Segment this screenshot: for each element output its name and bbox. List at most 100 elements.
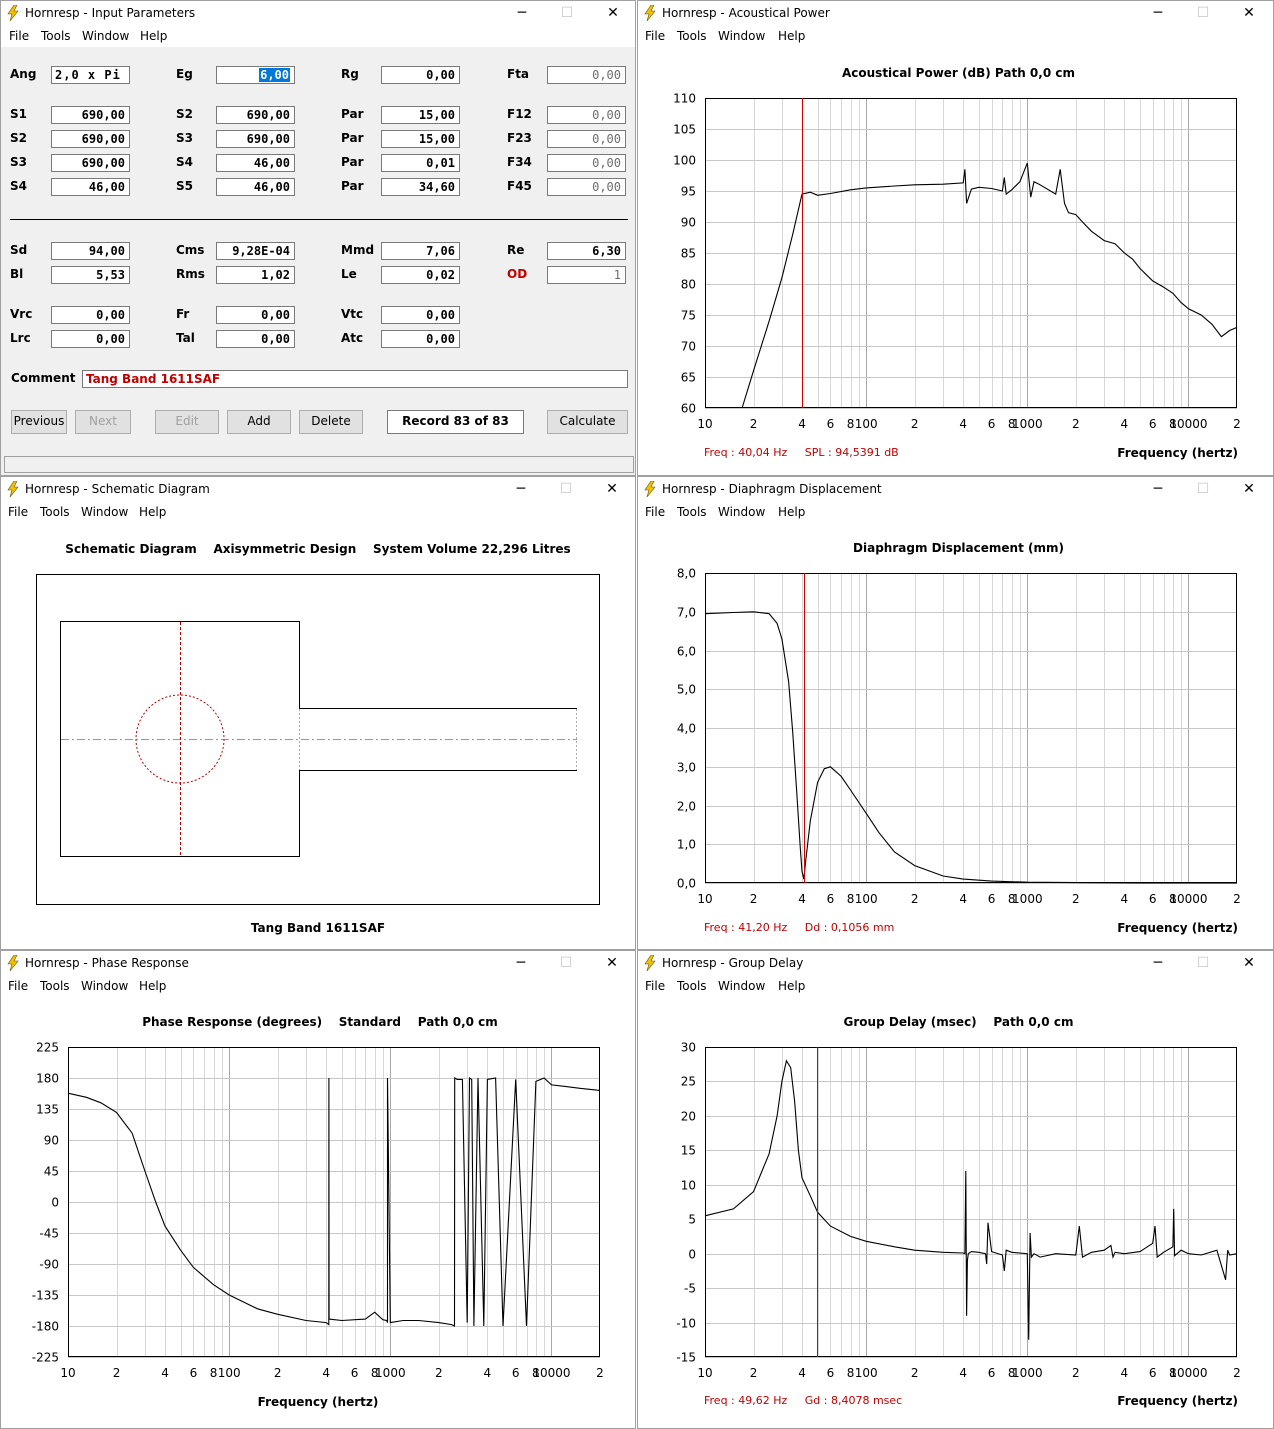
menu-tools[interactable]: Tools <box>40 979 70 993</box>
param-field-re[interactable]: 6,30 <box>547 242 626 260</box>
param-field-par[interactable]: 34,60 <box>381 178 460 196</box>
param-field-s2[interactable]: 690,00 <box>51 130 130 148</box>
y-tick-label: 105 <box>673 123 696 137</box>
previous-button[interactable]: Previous <box>11 410 67 434</box>
menu-file[interactable]: File <box>645 29 666 43</box>
close-button[interactable]: ✕ <box>606 955 618 971</box>
param-field-s1[interactable]: 690,00 <box>51 106 130 124</box>
title-bar[interactable]: Hornresp - Diaphragm Displacement ─ ☐ ✕ <box>638 477 1273 501</box>
param-field-vtc[interactable]: 0,00 <box>381 306 460 324</box>
minimize-button[interactable]: ─ <box>1153 481 1163 497</box>
param-field-od[interactable]: 1 <box>547 266 626 284</box>
param-field-f45[interactable]: 0,00 <box>547 178 626 196</box>
param-field-f23[interactable]: 0,00 <box>547 130 626 148</box>
param-field-s2[interactable]: 690,00 <box>216 106 295 124</box>
param-field-lrc[interactable]: 0,00 <box>51 330 130 348</box>
close-button[interactable]: ✕ <box>607 5 619 21</box>
close-button[interactable]: ✕ <box>1243 5 1255 21</box>
param-field-f34[interactable]: 0,00 <box>547 154 626 172</box>
maximize-button[interactable]: ☐ <box>1196 5 1210 21</box>
menu-tools[interactable]: Tools <box>40 505 70 519</box>
close-button[interactable]: ✕ <box>606 481 618 497</box>
menu-help[interactable]: Help <box>140 29 168 43</box>
y-tick-label: 90 <box>44 1134 59 1148</box>
param-field-s5[interactable]: 46,00 <box>216 178 295 196</box>
maximize-button[interactable]: ☐ <box>559 481 573 497</box>
menu-help[interactable]: Help <box>778 29 806 43</box>
diaphragm-displacement-chart[interactable]: 0,01,02,03,04,05,06,07,08,010 2 4 6 8 100 2 4 6 8… <box>638 523 1273 933</box>
schematic-diagram <box>36 574 600 905</box>
param-field-cms[interactable]: 9,28E-04 <box>216 242 295 260</box>
title-bar[interactable]: Hornresp - Input Parameters ─ ☐ ✕ <box>1 1 635 25</box>
param-field-rms[interactable]: 1,02 <box>216 266 295 284</box>
param-field-s3[interactable]: 690,00 <box>51 154 130 172</box>
close-button[interactable]: ✕ <box>1243 955 1255 971</box>
minimize-button[interactable]: ─ <box>1153 5 1163 21</box>
param-field-atc[interactable]: 0,00 <box>381 330 460 348</box>
maximize-button[interactable]: ☐ <box>1196 955 1210 971</box>
menu-window[interactable]: Window <box>718 979 766 993</box>
menu-bar: File Tools Window Help <box>638 25 1273 47</box>
menu-tools[interactable]: Tools <box>677 29 707 43</box>
delete-button[interactable]: Delete <box>299 410 363 434</box>
param-field-s4[interactable]: 46,00 <box>51 178 130 196</box>
param-field-s3[interactable]: 690,00 <box>216 130 295 148</box>
menu-tools[interactable]: Tools <box>677 505 707 519</box>
menu-help[interactable]: Help <box>139 505 167 519</box>
menu-window[interactable]: Window <box>81 505 129 519</box>
menu-help[interactable]: Help <box>139 979 167 993</box>
param-field-par[interactable]: 15,00 <box>381 130 460 148</box>
param-field-bl[interactable]: 5,53 <box>51 266 130 284</box>
x-tick-label: 2 <box>750 892 758 906</box>
menu-window[interactable]: Window <box>81 979 129 993</box>
param-field-tal[interactable]: 0,00 <box>216 330 295 348</box>
param-field-par[interactable]: 15,00 <box>381 106 460 124</box>
maximize-button[interactable]: ☐ <box>560 5 574 21</box>
menu-file[interactable]: File <box>8 505 29 519</box>
maximize-button[interactable]: ☐ <box>559 955 573 971</box>
menu-tools[interactable]: Tools <box>677 979 707 993</box>
comment-field[interactable]: Tang Band 1611SAF <box>82 370 628 388</box>
title-bar[interactable]: Hornresp - Schematic Diagram ─ ☐ ✕ <box>1 477 635 501</box>
minimize-button[interactable]: ─ <box>516 955 526 971</box>
menu-file[interactable]: File <box>8 979 29 993</box>
maximize-button[interactable]: ☐ <box>1196 481 1210 497</box>
param-field-par[interactable]: 0,01 <box>381 154 460 172</box>
param-field-vrc[interactable]: 0,00 <box>51 306 130 324</box>
param-field-fr[interactable]: 0,00 <box>216 306 295 324</box>
param-label-f23: F23 <box>507 131 532 145</box>
menu-help[interactable]: Help <box>778 979 806 993</box>
param-field-mmd[interactable]: 7,06 <box>381 242 460 260</box>
menu-help[interactable]: Help <box>778 505 806 519</box>
param-field-eg[interactable]: 6,00 <box>216 66 295 84</box>
menu-window[interactable]: Window <box>718 505 766 519</box>
x-tick-label: 8 <box>847 417 855 431</box>
menu-file[interactable]: File <box>645 505 666 519</box>
minimize-button[interactable]: ─ <box>517 5 527 21</box>
menu-file[interactable]: File <box>645 979 666 993</box>
next-button[interactable]: Next <box>75 410 131 434</box>
param-field-fta[interactable]: 0,00 <box>547 66 626 84</box>
title-bar[interactable]: Hornresp - Group Delay ─ ☐ ✕ <box>638 951 1273 975</box>
title-bar[interactable]: Hornresp - Acoustical Power ─ ☐ ✕ <box>638 1 1273 25</box>
add-button[interactable]: Add <box>227 410 291 434</box>
calculate-button[interactable]: Calculate <box>547 410 628 434</box>
param-field-le[interactable]: 0,02 <box>381 266 460 284</box>
param-field-ang[interactable]: 2,0 x Pi <box>51 66 130 84</box>
param-field-rg[interactable]: 0,00 <box>381 66 460 84</box>
menu-window[interactable]: Window <box>718 29 766 43</box>
close-button[interactable]: ✕ <box>1243 481 1255 497</box>
minimize-button[interactable]: ─ <box>516 481 526 497</box>
param-field-sd[interactable]: 94,00 <box>51 242 130 260</box>
minimize-button[interactable]: ─ <box>1153 955 1163 971</box>
menu-file[interactable]: File <box>9 29 30 43</box>
title-bar[interactable]: Hornresp - Phase Response ─ ☐ ✕ <box>1 951 635 975</box>
param-field-s4[interactable]: 46,00 <box>216 154 295 172</box>
menu-window[interactable]: Window <box>82 29 130 43</box>
menu-tools[interactable]: Tools <box>41 29 71 43</box>
param-field-f12[interactable]: 0,00 <box>547 106 626 124</box>
edit-button[interactable]: Edit <box>155 410 219 434</box>
